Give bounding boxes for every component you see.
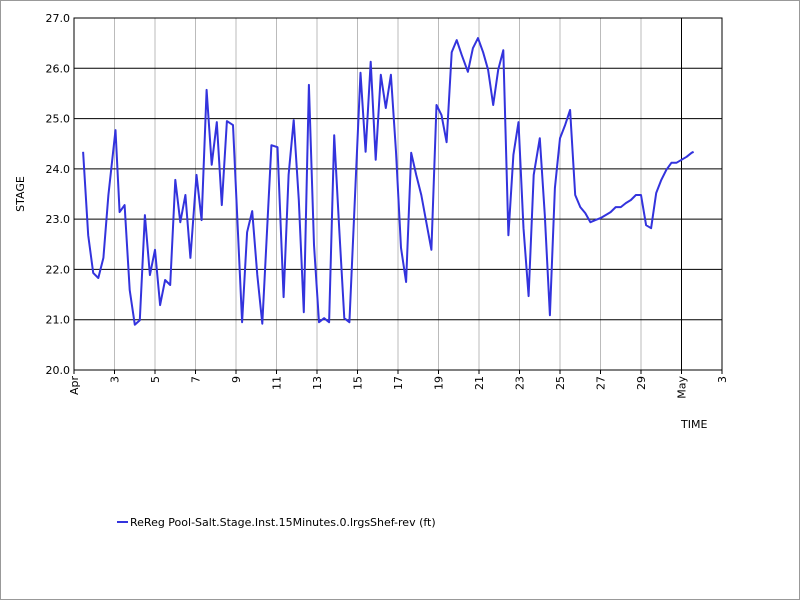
x-tick-label: 23: [514, 376, 527, 390]
y-tick-label: 27.0: [46, 12, 71, 25]
x-tick-label: 7: [190, 376, 203, 383]
y-tick-label: 21.0: [46, 314, 71, 327]
plot-border: [73, 17, 723, 371]
x-tick-label: 11: [271, 376, 284, 390]
y-tick-label: 20.0: [46, 364, 71, 377]
x-tick-label: 27: [595, 376, 608, 390]
x-tick-label: 29: [635, 376, 648, 390]
legend-label: ReReg Pool-Salt.Stage.Inst.15Minutes.0.l…: [130, 516, 436, 529]
x-tick-label: 25: [554, 376, 567, 390]
y-tick-label: 23.0: [46, 213, 71, 226]
y-axis-label: STAGE: [14, 176, 27, 212]
y-tick-label: 25.0: [46, 113, 71, 126]
x-tick-label: 19: [433, 376, 446, 390]
x-tick-label: 13: [311, 376, 324, 390]
data-line: [82, 37, 695, 326]
x-axis-label: TIME: [680, 418, 707, 431]
x-tick-label: 17: [392, 376, 405, 390]
y-tick-label: 22.0: [46, 263, 71, 276]
x-tick-label: 21: [473, 376, 486, 390]
x-tick-label: Apr: [68, 376, 81, 396]
x-tick-label: 3: [109, 376, 122, 383]
x-tick-label: May: [676, 376, 689, 399]
x-tick-label: 3: [716, 376, 729, 383]
y-tick-label: 24.0: [46, 163, 71, 176]
x-tick-label: 15: [352, 376, 365, 390]
x-tick-label: 9: [230, 376, 243, 383]
y-tick-label: 26.0: [46, 62, 71, 75]
x-tick-label: 5: [149, 376, 162, 383]
